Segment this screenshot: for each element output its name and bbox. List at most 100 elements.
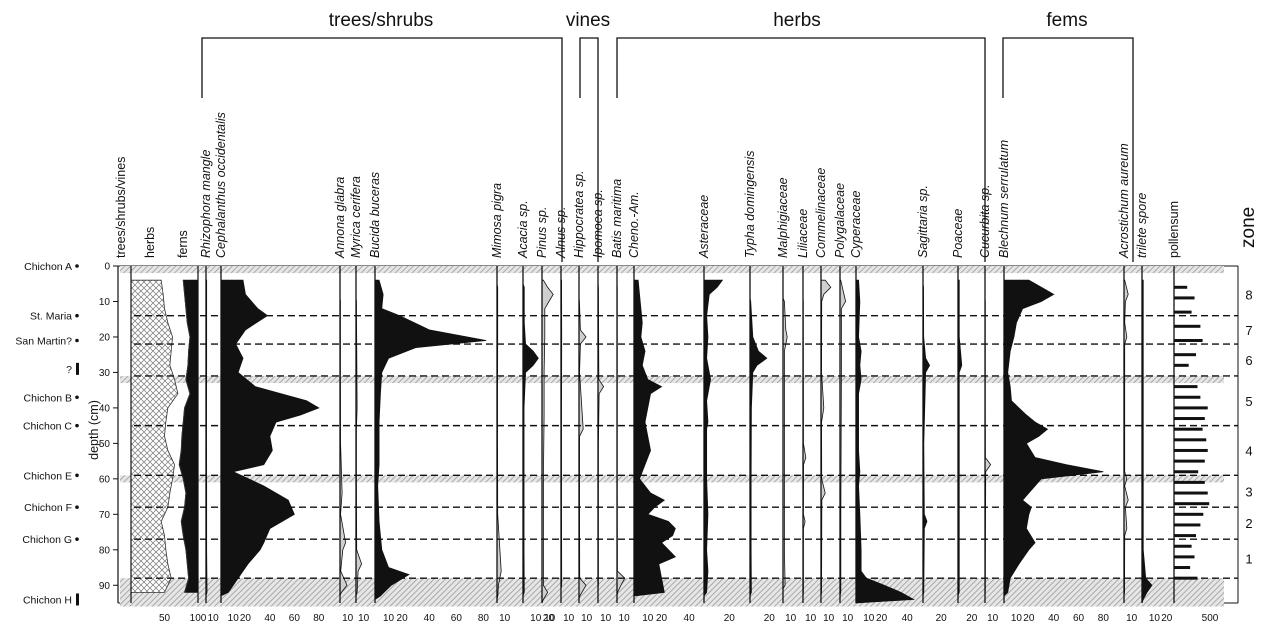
taxon-curve [522,283,539,597]
taxon-label: Ipomoea sp. [591,189,605,258]
taxon-tick-label: 10 [842,613,854,624]
zone-label: 4 [1245,443,1252,458]
tephra-marker-label: Chichon B [24,392,72,404]
taxon-curve [1141,279,1153,604]
summary-line-herbs [178,280,191,593]
taxon-tick-label: 40 [1048,613,1060,624]
tephra-marker-label: San Martin? [15,335,72,347]
taxon-curve [541,279,554,604]
pollensum-bar [1174,566,1191,570]
taxon-curve [749,297,768,597]
taxon-label: Batis maritima [610,179,624,258]
tephra-marker-bar [76,362,79,375]
depth-tick-label: 10 [99,297,111,308]
taxon-panel: Cephalanthus occidentalis 10 20 40 60 80 [214,112,325,624]
pollensum-tick-label: 500 [1202,613,1219,624]
taxon-tick-label: 20 [876,613,888,624]
group-bracket-ferns [1002,37,1134,262]
taxon-curve [220,279,320,597]
taxon-panel: Rhizophora mangle 10 [199,150,219,624]
taxon-label: Polygalaceae [833,183,847,258]
taxon-tick-label: 60 [289,613,301,624]
taxon-panel: Sagittaria sp. 20 [916,185,947,624]
taxon-label: Bucida buceras [368,172,382,258]
taxon-panel: Batis maritima 10 [610,179,630,624]
tephra-marker-label: Chichon H [23,594,72,606]
taxon-label: Cephalanthus occidentalis [214,112,228,258]
group-label-trees: trees/shrubs [329,10,434,31]
pollensum-bar [1174,502,1210,506]
tephra-marker-bar [76,593,79,606]
taxon-label: Malphigiaceae [776,177,790,258]
pollensum-panel: pollensum 500 [1167,201,1219,624]
tephra-marker-label: Chichon E [24,470,72,482]
taxon-tick-label: 10 [208,613,220,624]
taxon-panel: Cheno.-Am. 10 20 40 [627,191,695,624]
taxon-label: Acrostichum aureum [1117,143,1131,259]
pollensum-bar [1174,406,1208,410]
taxon-tick-label: 10 [1011,613,1023,624]
taxon-label: Typha domingensis [743,151,757,258]
pollensum-bar [1174,363,1189,367]
taxon-label: trilete spore [1135,193,1149,258]
zone-label: 3 [1245,484,1252,499]
tephra-band [120,375,1224,384]
taxon-tick-label: 10 [600,613,612,624]
taxon-curve [355,297,363,597]
taxon-curve [820,279,832,596]
depth-tick-label: 60 [99,474,111,485]
zone-label: 8 [1245,287,1252,302]
taxon-tick-label: 10 [499,613,511,624]
taxon-tick-label: 10 [1149,613,1161,624]
taxon-curve [957,279,963,597]
pollensum-bar [1174,285,1188,289]
taxon-tick-label: 20 [1161,613,1173,624]
depth-tick-label: 90 [99,581,111,592]
depth-axis: 0 10 20 30 40 50 60 70 80 90 [99,262,119,603]
pollensum-bar [1174,512,1204,516]
summary-area-trees [130,279,179,593]
zone-labels: 8 7 6 5 4 3 2 1 [1237,266,1253,603]
depth-tick-label: 80 [99,545,111,556]
pollensum-bar [1174,459,1205,463]
group-bracket-trees [201,37,563,262]
taxon-tick-label: 20 [966,613,978,624]
pollensum-bar [1174,534,1196,538]
taxon-tick-label: 80 [313,613,325,624]
taxon-panel: Alnus sp. 10 [554,207,575,624]
taxon-panel: Cucurbita sp. 10 [978,184,999,624]
taxon-curve [839,279,847,596]
taxon-label: Alnus sp. [554,207,568,259]
taxon-curve [782,297,788,591]
taxon-panel: Cyperaceae 10 20 40 [849,191,915,624]
taxon-label: Cucurbita sp. [978,184,992,258]
pollensum-bar [1174,296,1195,300]
taxon-panel: Mimosa pigra 10 [490,183,511,624]
taxon-tick-label: 40 [264,613,276,624]
tephra-marker-dot [75,264,79,268]
tephra-marker-dot [75,313,79,318]
tephra-marker-dot [75,338,79,343]
taxon-label: Asteraceae [697,195,711,259]
taxon-tick-label: 20 [240,613,252,624]
taxon-panel: Typha domingensis 20 [743,151,775,624]
taxon-curve [1003,279,1104,597]
taxon-panel: Polygalaceae 10 [833,183,854,624]
pollensum-bar [1174,491,1208,495]
taxon-label: Mimosa pigra [490,183,504,258]
taxon-tick-label: 10 [358,613,370,624]
taxon-panel: Hippocratea sp. 10 [572,170,593,624]
zone-boundary-lines [134,314,1238,579]
taxon-tick-label: 10 [823,613,835,624]
taxon-panel: Bucida buceras 10 20 40 60 80 [368,172,489,624]
taxon-label: Cyperaceae [849,191,863,258]
taxon-curve [374,279,487,601]
taxon-tick-label: 10 [228,613,240,624]
taxon-panel: Myrica cerifera 10 [349,176,370,624]
taxon-panel: Malphigiaceae 10 [776,177,797,624]
taxon-label: Hippocratea sp. [572,170,586,258]
taxon-tick-label: 20 [936,613,948,624]
taxon-curve [855,279,915,604]
